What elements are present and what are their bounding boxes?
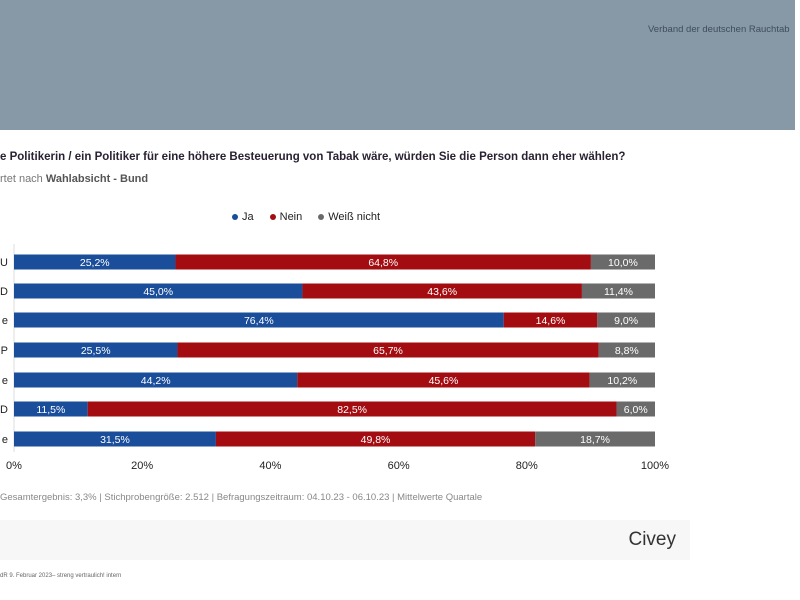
legend-item: Ja [232,211,254,223]
bar-segment [302,283,582,299]
header-gap [795,45,800,130]
bar-segment [14,283,303,299]
x-tick-label: 40% [259,460,281,472]
bar-segment [14,372,298,388]
category-label: P [1,345,8,357]
footer-band: Civey [0,520,690,560]
bar-segment [590,254,655,270]
bar-segment [177,342,599,358]
stacked-bar-chart: U 25,2% 64,8% 10,0% D 45,0% 43,6% 11,4% e 76,4% 14… [0,244,669,472]
legend-dot-icon [318,214,325,220]
bar-segment [175,254,591,270]
bar-segment [597,312,655,328]
x-tick-label: 60% [388,460,410,472]
x-tick-label: 0% [6,460,22,472]
legend-label: Ja [242,211,254,223]
data-label: 18,7% [580,434,610,446]
data-label: 44,2% [141,375,171,387]
bar-segment [14,312,504,328]
category-label: U [0,257,8,269]
subtitle-prefix: rtet nach [0,173,46,185]
confidential-footer: dR 9. Februar 2023– streng vertraulich! … [0,573,122,579]
subtitle-bold: Wahlabsicht - Bund [45,173,149,185]
data-label: 45,6% [429,375,459,387]
data-label: 11,4% [604,286,633,298]
data-label: 65,7% [373,345,403,357]
bar-segment [87,401,617,417]
category-label: D [0,404,8,416]
data-label: 25,5% [81,345,111,357]
legend-item: Nein [269,211,303,223]
bar-segment [14,401,88,417]
data-label: 76,4% [244,315,274,327]
bar-segment [503,312,598,328]
bar-segment [215,431,536,447]
bar-segment [14,254,176,270]
x-tick-label: 80% [516,460,538,472]
data-label: 49,8% [361,434,391,446]
data-label: 11,5% [36,404,65,416]
data-label: 8,8% [615,345,639,357]
category-label: e [2,315,8,327]
bar-segment [14,431,216,447]
data-label: 82,5% [337,404,367,416]
category-label: e [2,434,8,446]
bar-segment [14,342,178,358]
chart-subtitle: rtet nach Wahlabsicht - Bund [0,173,148,185]
legend-label: Weiß nicht [328,211,381,223]
bar-segment [581,283,655,299]
x-tick-label: 100% [641,460,669,472]
organization-name: Verband der deutschen Rauchtab [648,24,790,35]
data-label: 10,2% [607,375,637,387]
data-label: 43,6% [427,286,457,298]
data-label: 25,2% [80,257,110,269]
survey-note: Gesamtergebnis: 3,3% | Stichprobengröße:… [0,492,483,503]
bar-segment [297,372,590,388]
data-label: 64,8% [368,257,398,269]
legend: Ja Nein Weiß nicht [232,211,380,223]
data-label: 14,6% [536,315,566,327]
civey-logo: Civey [628,529,676,550]
bar-segment [616,401,655,417]
data-label: 9,0% [614,315,638,327]
data-label: 10,0% [608,257,638,269]
data-label: 31,5% [100,434,130,446]
legend-label: Nein [279,211,303,223]
legend-dot-icon [269,214,276,220]
data-label: 6,0% [624,404,648,416]
legend-dot-icon [232,214,238,220]
category-label: D [0,286,8,298]
data-label: 45,0% [143,286,173,298]
chart-title: e Politikerin / ein Politiker für eine h… [0,151,626,163]
legend-item: Weiß nicht [318,211,380,223]
bar-segment [598,342,655,358]
header-band [0,0,795,130]
bar-segment [589,372,655,388]
x-tick-label: 20% [131,460,153,472]
bar-segment [535,431,655,447]
category-label: e [2,375,8,387]
